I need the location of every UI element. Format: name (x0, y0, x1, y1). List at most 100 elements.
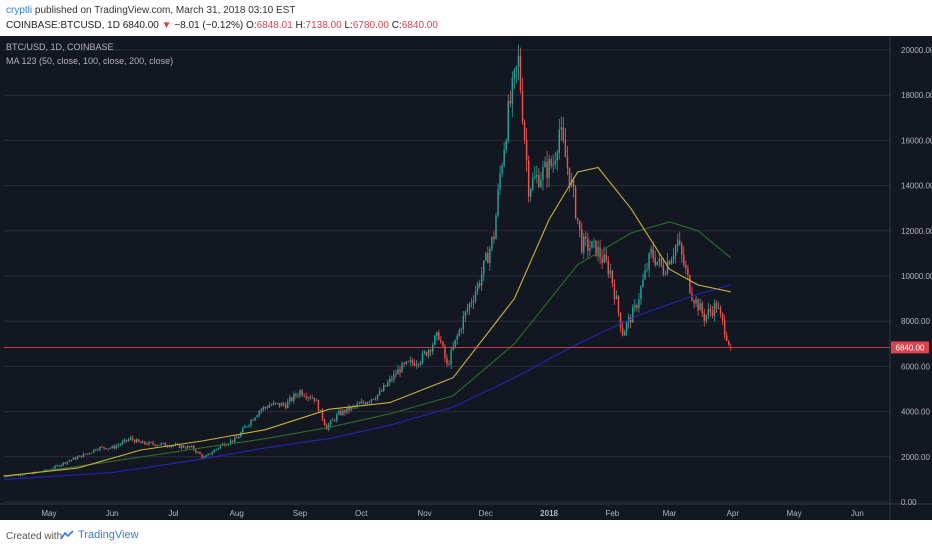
candle-body (168, 446, 171, 448)
candle-body (546, 161, 548, 178)
candle-body (101, 446, 103, 448)
candle-body (203, 457, 205, 458)
candle-body (229, 440, 232, 444)
candle-body (399, 369, 401, 373)
candle-body (135, 439, 138, 443)
price-chart[interactable]: 0.00 2000.00 4000.00 6000.00 8000.00 10000.00… (0, 36, 932, 520)
y-tick-label: 20000.00 (901, 46, 932, 55)
candle-body (184, 447, 187, 449)
candle-body (95, 449, 97, 451)
candle-body (260, 409, 262, 412)
candle-body (442, 341, 444, 347)
candle-body (278, 403, 281, 407)
ma50-line (3, 166, 731, 477)
candle-body (80, 455, 83, 458)
candle-body (662, 265, 665, 275)
x-tick-label: Dec (479, 509, 493, 518)
candle-body (84, 453, 87, 455)
candle-body (725, 335, 728, 341)
y-tick-label: 4000.00 (901, 408, 930, 417)
candle-body (274, 402, 277, 404)
x-tick-label: Nov (417, 509, 431, 518)
candle-body (630, 317, 632, 323)
candle-body (583, 236, 585, 253)
candle-body (576, 217, 579, 221)
candle-body (125, 439, 128, 441)
candle-body (172, 445, 175, 447)
candle-body (207, 453, 209, 456)
candle-body (723, 320, 726, 336)
tradingview-logo[interactable]: TradingView (60, 529, 139, 541)
candle-body (291, 397, 293, 401)
candle-body (460, 329, 463, 331)
candle-body (68, 460, 71, 462)
candle-body (513, 69, 516, 79)
candle-body (515, 66, 518, 70)
candle-body (331, 419, 334, 421)
candle-body (58, 465, 60, 467)
candle-body (456, 335, 458, 340)
candle-body (411, 360, 414, 363)
candle-body (605, 254, 607, 261)
candle-body (197, 452, 199, 453)
candle-body (666, 261, 669, 274)
candle-body (558, 129, 560, 153)
candle-body (364, 402, 367, 404)
candle-body (144, 441, 146, 444)
candle-body (244, 426, 246, 428)
candle-body (391, 378, 393, 380)
candle-body (685, 264, 687, 269)
price-change: −8.01 (−0.12%) (174, 20, 244, 31)
candle-body (348, 407, 350, 411)
candle-body (683, 254, 685, 265)
candle-body (111, 446, 113, 448)
candle-body (340, 410, 342, 415)
candle-body (687, 268, 689, 276)
legend-symbol: BTC/USD, 1D, COINBASE (6, 42, 114, 52)
ma100-line (3, 221, 732, 478)
candle-body (699, 303, 701, 311)
candle-body (262, 407, 264, 410)
y-tick-label: 14000.00 (901, 182, 932, 191)
candle-body (444, 346, 446, 359)
candle-body (462, 316, 465, 330)
candle-body (715, 303, 718, 309)
candle-body (317, 400, 320, 412)
candle-body (407, 361, 409, 363)
tradingview-brand: TradingView (78, 529, 139, 541)
candle-body (485, 253, 487, 261)
candle-body (423, 351, 426, 354)
candle-body (403, 363, 405, 364)
candle-body (476, 283, 479, 292)
candle-body (711, 311, 714, 316)
candle-body (313, 397, 316, 401)
candle-body (21, 475, 24, 476)
candle-body (336, 414, 338, 421)
candle-body (360, 401, 362, 404)
candle-body (303, 395, 305, 397)
author-link[interactable]: cryptli (6, 5, 33, 16)
candle-body (429, 349, 432, 352)
candle-body (246, 426, 248, 428)
candle-body (342, 410, 344, 415)
candle-body (556, 152, 558, 161)
candle-body (728, 340, 730, 345)
candle-body (213, 449, 215, 453)
chart-panel[interactable]: 0.00 2000.00 4000.00 6000.00 8000.00 10000.00… (0, 36, 932, 520)
candle-body (468, 303, 471, 310)
candle-body (448, 363, 450, 365)
candle-body (393, 373, 395, 380)
candle-body (252, 419, 254, 421)
candle-body (417, 364, 420, 365)
candle-body (621, 327, 624, 336)
y-tick-label: 10000.00 (901, 272, 932, 281)
candle-body (638, 299, 640, 308)
candle-body (258, 411, 260, 416)
candle-body (389, 378, 391, 383)
candle-body (511, 78, 514, 104)
candle-body (115, 445, 117, 449)
candle-body (368, 401, 371, 403)
candle-body (285, 404, 287, 409)
candle-body (560, 127, 563, 130)
candle-body (619, 312, 622, 328)
